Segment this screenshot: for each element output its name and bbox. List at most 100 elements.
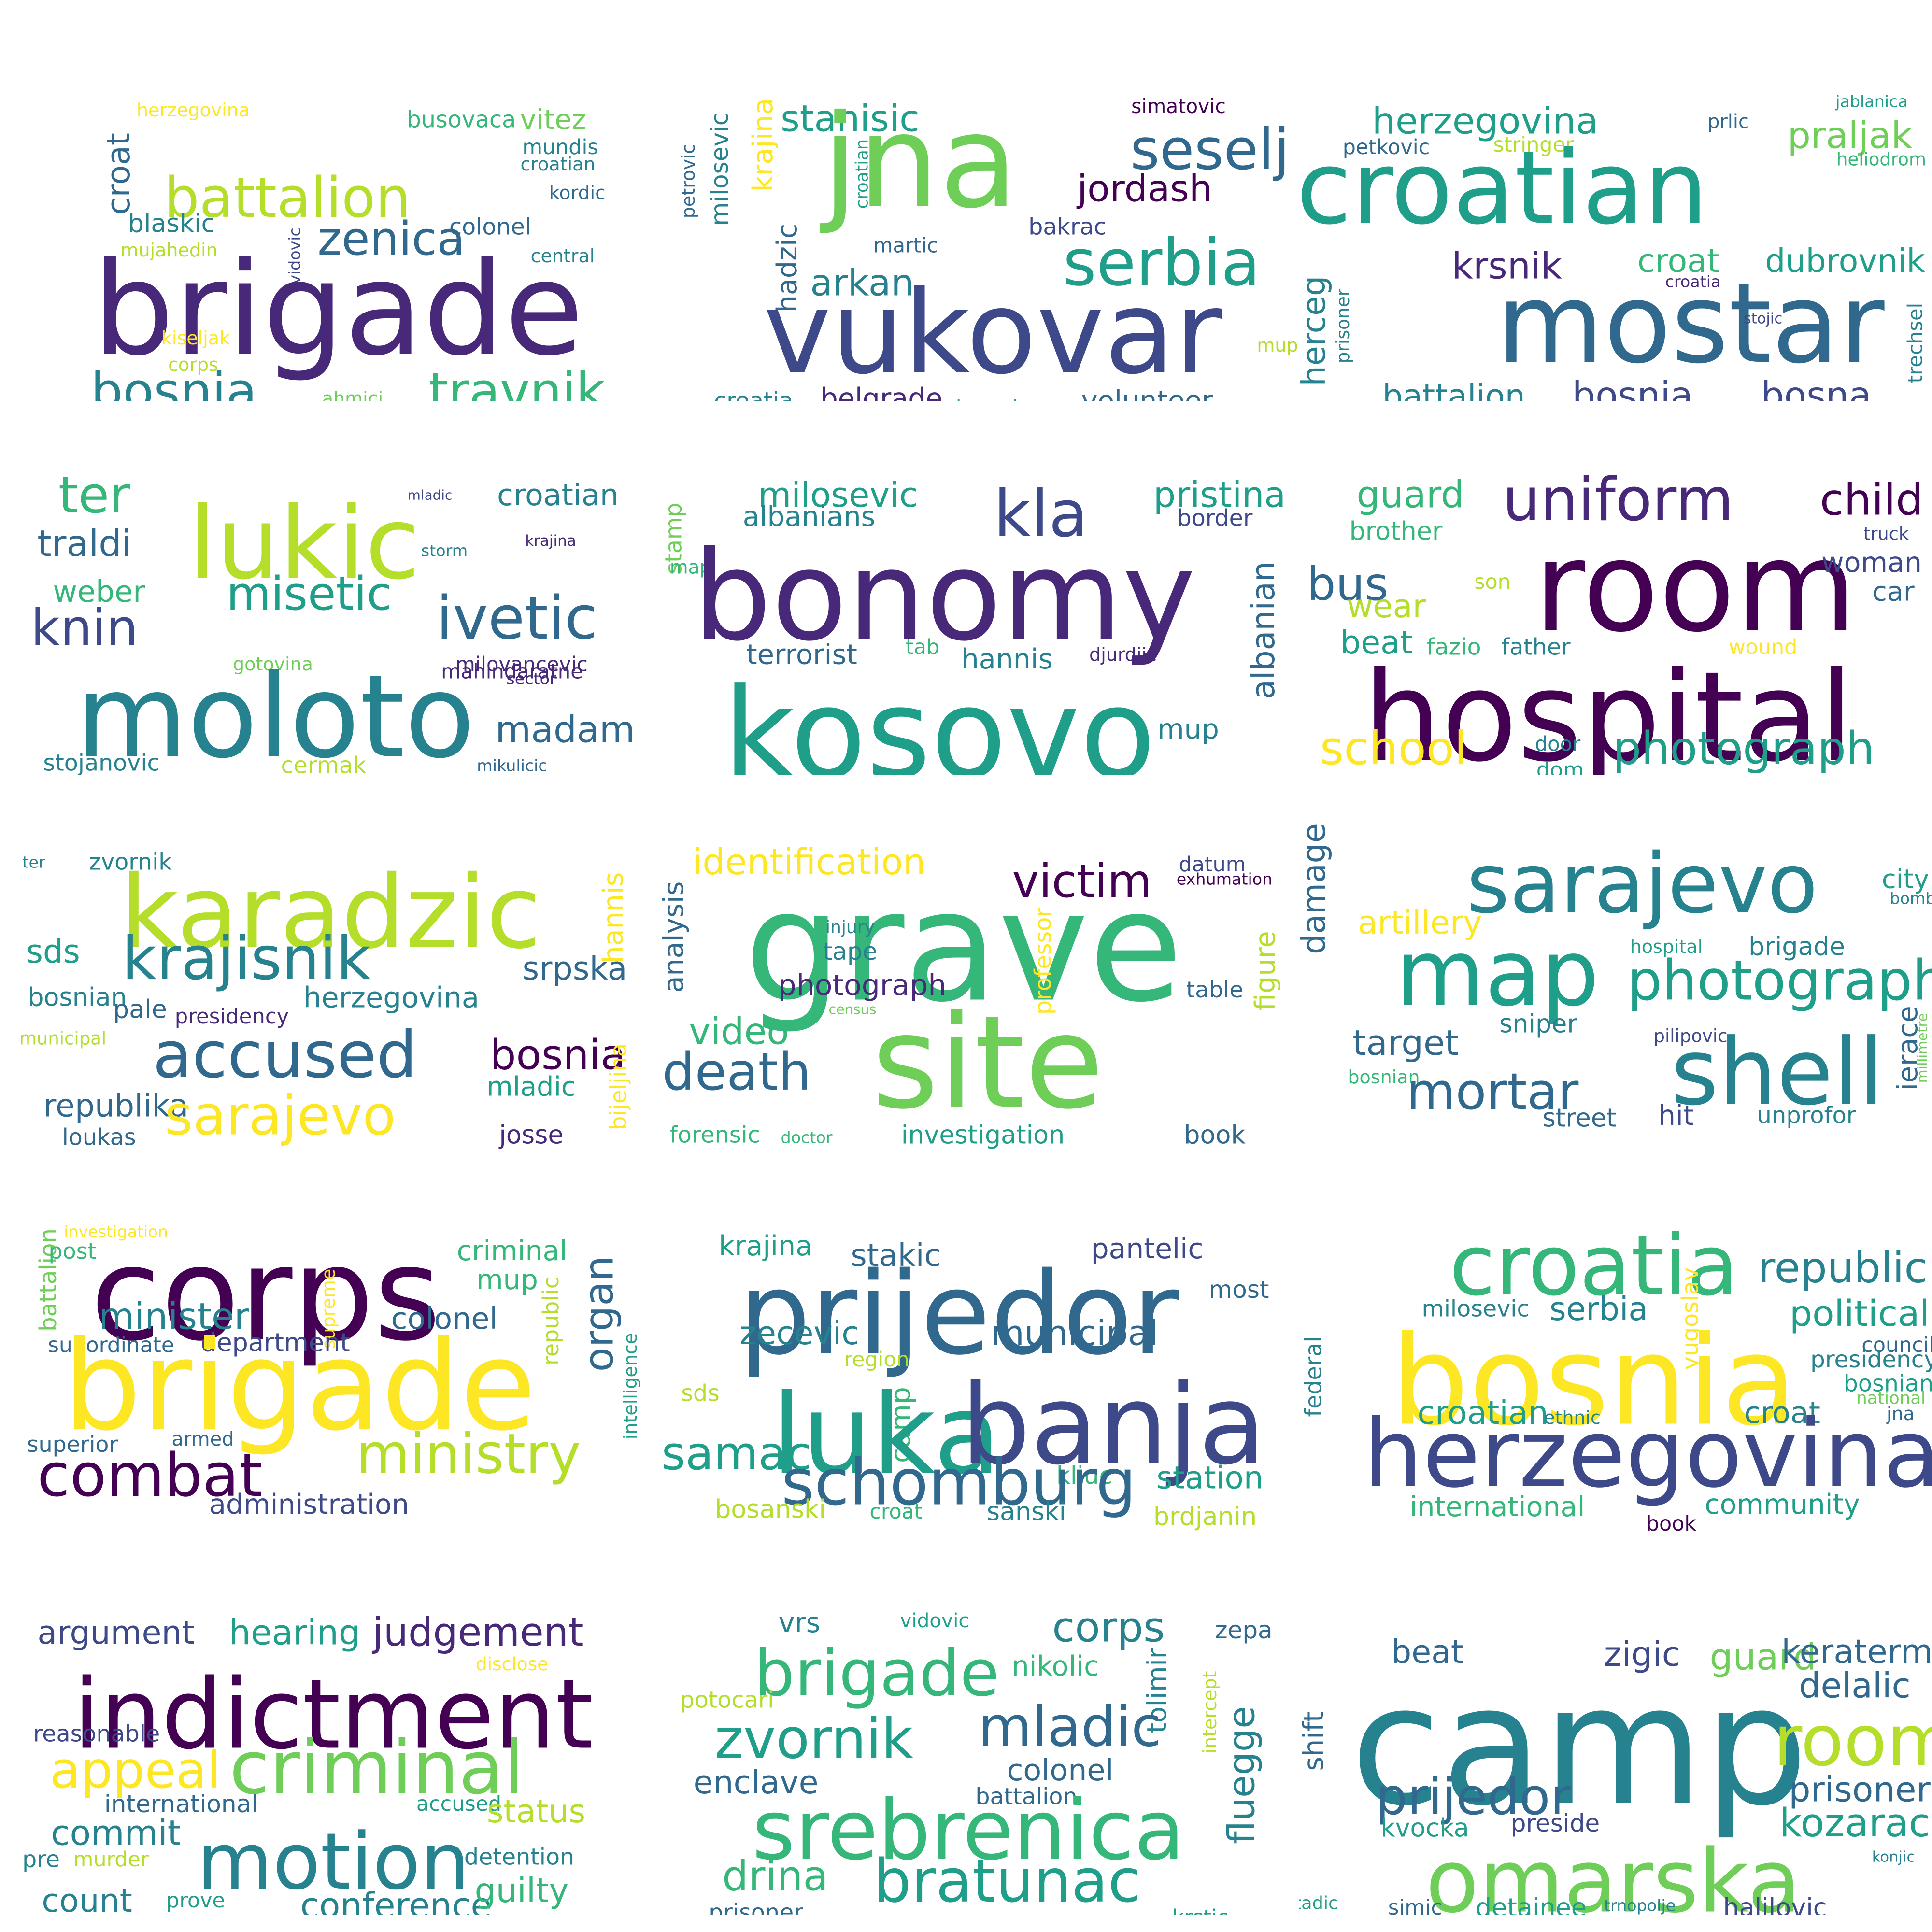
cloud-word: ivetic [436,583,597,653]
cloud-word: krsnik [1452,244,1562,287]
cloud-word: supreme [318,1269,339,1350]
topic-wordcloud-2: Topic #2herzegovinaprlicjablanicapraljak… [1299,53,1932,401]
cloud-word: hospital [1630,936,1703,957]
cloud-word: seselj [1130,117,1290,183]
cloud-word: konjic [1872,1849,1915,1866]
cloud-word: most [1209,1276,1269,1304]
cloud-word: tadic [1299,1893,1338,1914]
cloud-word: mup [1157,713,1219,745]
cloud-word: room [1534,514,1857,660]
cloud-word: map [670,557,711,579]
cloud-word: camp [885,1387,917,1463]
cloud-word: milosevic [706,113,734,226]
cloud-word: battalion [164,166,411,230]
cloud-word: shift [1299,1711,1330,1771]
wordcloud-svg: croatia republic milosevic serbia political y… [1301,1217,1932,1531]
cloud-word: artillery [1358,904,1482,941]
cloud-word: fluegge [1220,1706,1263,1844]
cloud-word: pantelic [1091,1232,1204,1265]
cloud-word: croat [1637,242,1719,280]
cloud-word: bosnian [1348,1066,1420,1088]
cloud-word: samac [662,1427,812,1480]
cloud-word: brdjanin [1153,1502,1257,1532]
cloud-word: herzegovina [303,981,479,1014]
cloud-word: republic [538,1277,564,1365]
cloud-word: srebrenica [752,1783,1185,1879]
cloud-word: simic [1388,1896,1443,1915]
cloud-word: municipal [19,1028,106,1049]
topic-wordcloud-3: Topic #3terlukicmladiccroatiantraldikraj… [19,427,657,775]
cloud-word: pilipovic [1654,1026,1728,1047]
cloud-word: serbia [848,773,925,776]
topic-wordcloud-7: Topic #7identificationvictimdatumexhumat… [659,802,1297,1150]
cloud-word: milosevic [1421,1296,1529,1322]
topic-wordcloud-4: Topic #4stampmilosevicklapristinaalbania… [659,427,1297,775]
cloud-word: zvornik [89,849,172,876]
cloud-word: bosnian [1844,1371,1932,1397]
cloud-word: slavonia [945,396,1030,401]
cloud-word: vukovar [763,267,1222,400]
cloud-word: kla [994,477,1088,552]
cloud-word: herzegovina [1364,1399,1932,1508]
cloud-word: kljuc [1056,1462,1112,1490]
cloud-word: nikolic [1011,1650,1099,1682]
cloud-word: vrs [779,1607,821,1639]
cloud-word: serbia [1063,226,1261,300]
cloud-word: vidovic [900,1609,969,1632]
cloud-word: international [104,1790,258,1818]
cloud-word: federal [1301,1336,1327,1417]
cloud-word: petkovic [1343,135,1430,159]
cloud-word: bosnian [28,983,127,1012]
cloud-word: combat [37,1441,262,1510]
cloud-word: political [1790,1293,1930,1335]
cloud-word: enclave [693,1763,818,1801]
cloud-word: mladic [487,1071,576,1103]
cloud-word: croatia [714,388,793,401]
cloud-word: croatian [1299,130,1708,247]
cloud-word: republic [1758,1243,1927,1293]
wordcloud-svg: stanisic simatovic jna seselj petrovic milose… [678,87,1297,401]
cloud-word: site [872,988,1104,1137]
cloud-word: yugoslav [1677,1267,1704,1370]
cloud-word: stamp [661,503,687,575]
cloud-word: zvornik [714,1707,913,1771]
cloud-word: victim [1012,855,1151,908]
wordcloud-svg: shift beat zigic guardkeratermdelaliccampro… [1299,1633,1932,1916]
wordcloud-svg: stamp milosevic kla pristina albanians border… [661,475,1286,776]
cloud-word: croatia [1449,1217,1739,1314]
cloud-word: dubrovnik [1765,242,1925,280]
cloud-word: albanians [743,501,876,533]
cloud-word: guard [1709,1635,1816,1678]
cloud-word: truck [1863,524,1909,544]
wordcloud-svg: herzegovina prlic jablanica praljak petkovic… [1299,92,1927,401]
cloud-word: tolimir [1141,1648,1172,1733]
cloud-word: delalic [1799,1666,1910,1706]
cloud-word: mahindaratne [441,660,583,683]
cloud-word: blaskic [128,209,215,239]
cloud-word: tape [823,938,878,966]
topic-wordcloud-13: Topic #13vrsvidoviccorpszepabrigadenikol… [659,1567,1297,1915]
cloud-word: photograph [778,968,947,1002]
wordcloud-svg: argument hearing judgementdiscloseindictme… [22,1610,593,1915]
cloud-word: stanisic [781,97,920,140]
cloud-word: bosanski [715,1495,826,1524]
cloud-word: pale [113,995,167,1024]
cloud-word: guard [1356,474,1464,517]
cloud-word: guilty [475,1872,569,1910]
cloud-word: stojanovic [43,750,159,776]
cloud-word: bomb [1889,889,1932,908]
cloud-word: professor [1030,908,1057,1015]
cloud-word: sds [681,1380,720,1407]
cloud-word: kosovo [723,662,1156,775]
cloud-word: status [487,1792,585,1830]
cloud-word: srpska [523,950,627,987]
cloud-word: petrovic [678,144,699,218]
cloud-word: loukas [62,1124,136,1150]
topic-wordcloud-12: Topic #12argumenthearingjudgementdisclos… [19,1567,657,1915]
cloud-word: detainee [1476,1893,1587,1916]
cloud-word: trechsel [1904,303,1927,384]
cloud-word: terrorist [746,639,857,671]
